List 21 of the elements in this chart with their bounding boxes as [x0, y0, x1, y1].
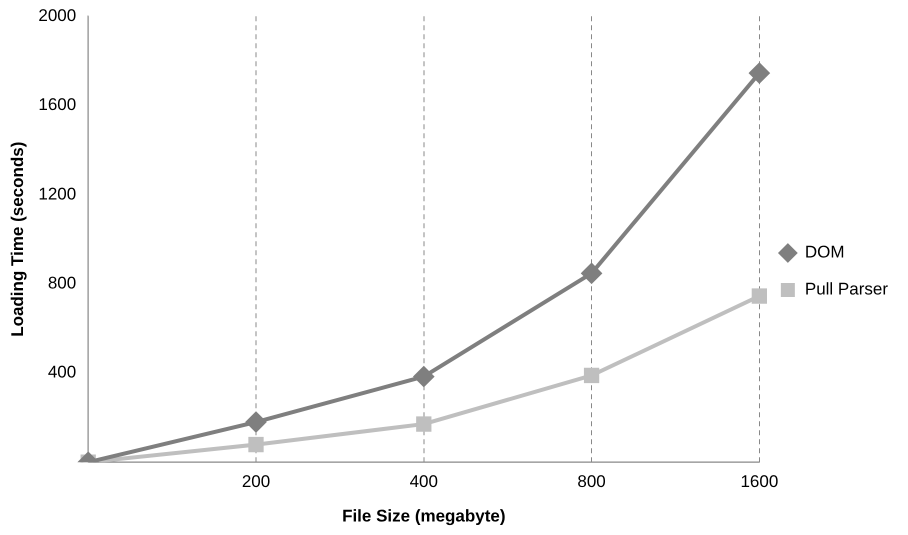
point: [752, 288, 768, 304]
legend-label: Pull Parser: [804, 280, 888, 299]
y-tick-label: 1600: [38, 95, 76, 114]
y-axis-title: Loading Time (seconds): [8, 142, 27, 337]
x-tick-label: 800: [577, 472, 606, 492]
point: [582, 263, 602, 284]
point: [416, 416, 432, 432]
point: [246, 412, 266, 432]
point: [248, 436, 264, 452]
x-tick-label: 400: [410, 472, 438, 492]
x-axis-title: File Size (megabyte): [342, 506, 506, 526]
legend-label: DOM: [804, 242, 845, 262]
x-tick-label: 200: [242, 472, 270, 492]
point: [414, 366, 434, 387]
point: [584, 368, 600, 384]
x-tick-label: 1600: [740, 472, 778, 492]
y-tick-label: 400: [48, 362, 76, 382]
y-tick-label: 800: [48, 273, 76, 292]
y-tick-label: 2000: [38, 6, 76, 25]
point: [749, 63, 770, 84]
y-tick-label: 1200: [38, 184, 76, 204]
